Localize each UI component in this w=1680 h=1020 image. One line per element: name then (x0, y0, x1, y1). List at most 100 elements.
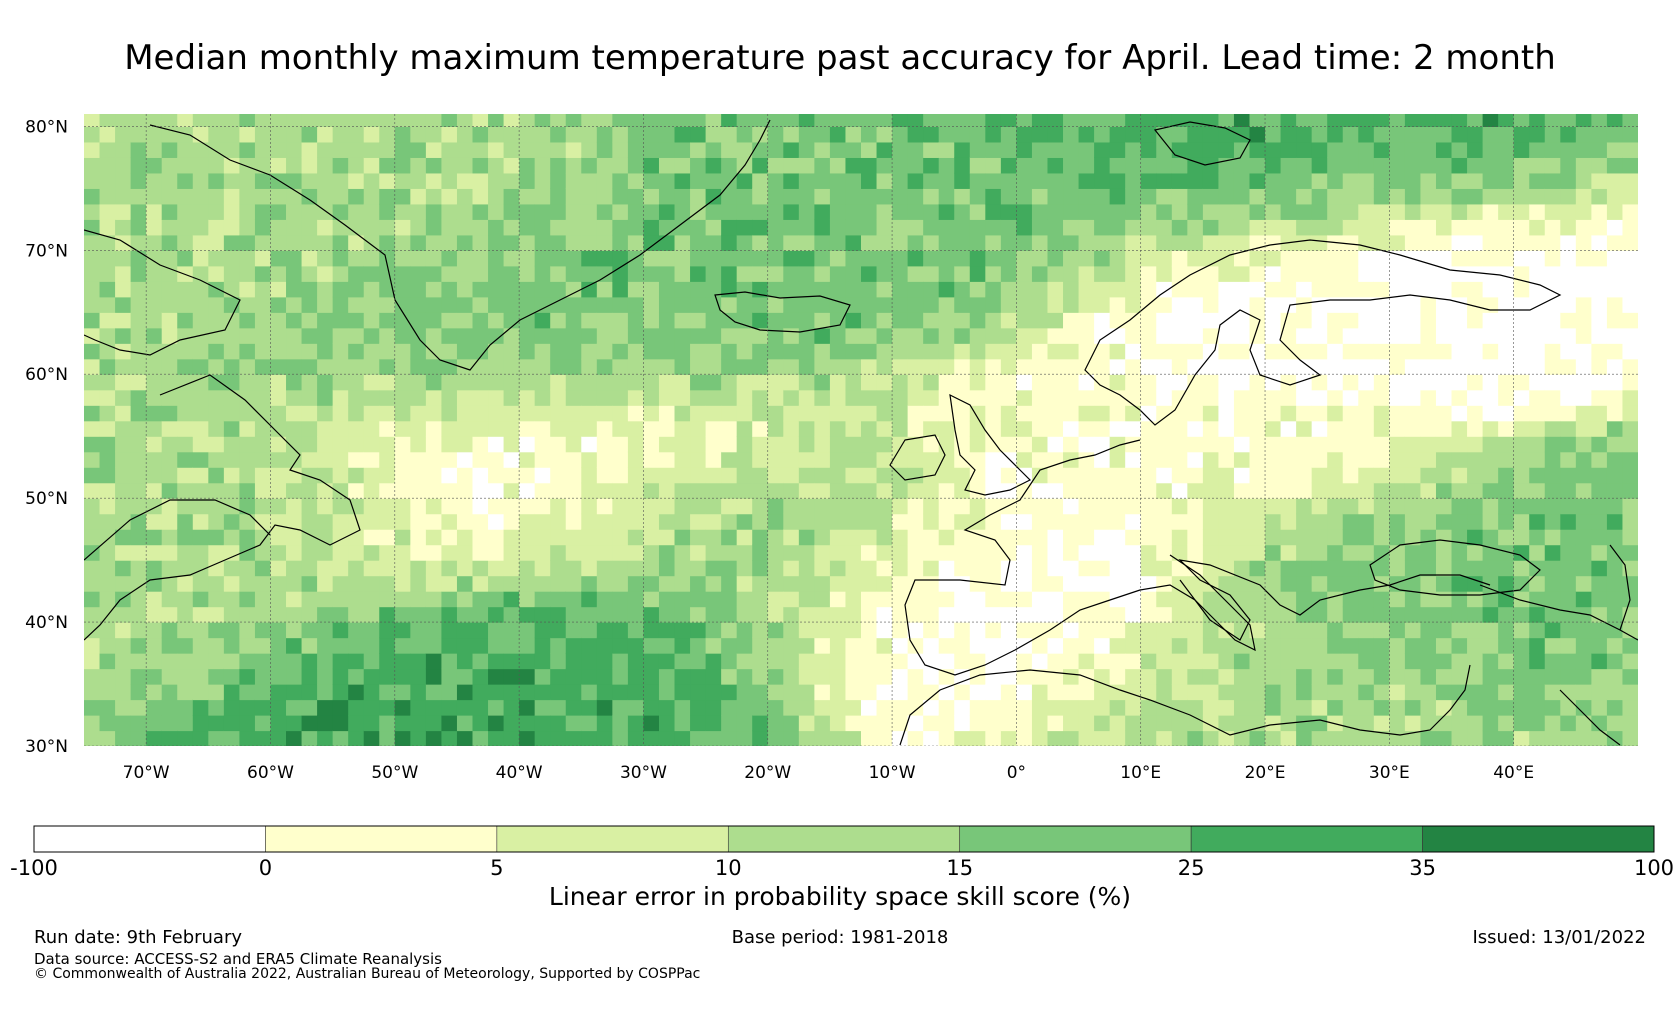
grid-cell (612, 281, 629, 298)
grid-cell (503, 653, 520, 670)
grid-cell (690, 606, 707, 623)
grid-cell (519, 560, 536, 577)
grid-cell (254, 684, 272, 701)
grid-cell (208, 684, 225, 701)
grid-cell (332, 606, 349, 623)
grid-cell (99, 668, 116, 685)
grid-cell (550, 420, 567, 437)
grid-cell (596, 358, 613, 375)
grid-cell (410, 203, 427, 220)
grid-cell (519, 591, 536, 608)
grid-cell (348, 219, 365, 236)
grid-cell (410, 482, 427, 499)
grid-cell (550, 172, 567, 189)
grid-cell (456, 575, 474, 592)
grid-cell (332, 405, 349, 422)
grid-cell (612, 358, 629, 375)
grid-cell (192, 358, 209, 375)
grid-cell (239, 653, 256, 670)
grid-cell (767, 219, 784, 236)
grid-cell (721, 482, 738, 499)
grid-cell (130, 114, 147, 127)
grid-cell (752, 420, 769, 437)
grid-cell (643, 622, 660, 639)
grid-cell (115, 653, 132, 670)
grid-cell (519, 498, 536, 515)
grid-cell (270, 544, 287, 561)
grid-cell (783, 250, 800, 267)
grid-cell (177, 606, 194, 623)
grid-cell (239, 684, 256, 701)
grid-cell (472, 529, 489, 546)
grid-cell (379, 653, 396, 670)
grid-cell (627, 358, 645, 375)
grid-cell (674, 281, 691, 298)
grid-cell (752, 715, 769, 732)
grid-cell (84, 575, 101, 592)
grid-cell (223, 203, 240, 220)
grid-cell (348, 575, 365, 592)
grid-cell (441, 498, 458, 515)
grid-cell (565, 312, 582, 329)
grid-cell (627, 637, 645, 654)
grid-cell (752, 653, 769, 670)
grid-cell (425, 374, 443, 391)
grid-cell (441, 343, 458, 360)
grid-cell (783, 575, 800, 592)
grid-cell (223, 405, 240, 422)
grid-cell (177, 172, 194, 189)
grid-cell (192, 436, 209, 453)
grid-cell (192, 203, 209, 220)
grid-cell (99, 114, 116, 127)
grid-cell (581, 637, 598, 654)
grid-cell (798, 715, 815, 732)
grid-cell (161, 358, 178, 375)
grid-cell (472, 265, 489, 282)
grid-cell (99, 653, 116, 670)
grid-cell (519, 157, 536, 174)
grid-cell (783, 560, 800, 577)
grid-cell (332, 513, 349, 530)
grid-cell (503, 157, 520, 174)
grid-cell (348, 482, 365, 499)
grid-cell (627, 157, 645, 174)
issued-date: Issued: 13/01/2022 (1472, 927, 1646, 948)
grid-cell (550, 637, 567, 654)
grid-cell (752, 513, 769, 530)
grid-cell (643, 374, 660, 391)
grid-cell (690, 420, 707, 437)
grid-cell (99, 389, 116, 406)
grid-cell (658, 699, 676, 716)
grid-cell (270, 420, 287, 437)
grid-cell (410, 684, 427, 701)
grid-cell (425, 312, 443, 329)
grid-cell (767, 498, 784, 515)
grid-cell (146, 188, 163, 205)
grid-cell (565, 591, 582, 608)
grid-cell (674, 606, 691, 623)
grid-cell (752, 327, 769, 344)
grid-cell (84, 529, 101, 546)
grid-cell (565, 420, 582, 437)
grid-cell (270, 668, 287, 685)
grid-cell (550, 684, 567, 701)
grid-cell (192, 141, 209, 158)
grid-cell (208, 114, 225, 127)
grid-cell (581, 358, 598, 375)
grid-cell (705, 389, 722, 406)
grid-cell (550, 482, 567, 499)
grid-cell (301, 606, 318, 623)
grid-cell (348, 699, 365, 716)
grid-cell (674, 730, 691, 746)
grid-cell (783, 281, 800, 298)
grid-cell (581, 436, 598, 453)
grid-cell (456, 296, 474, 313)
grid-cell (690, 172, 707, 189)
grid-cell (627, 606, 645, 623)
grid-cell (488, 312, 505, 329)
grid-cell (519, 622, 536, 639)
grid-cell (674, 219, 691, 236)
grid-cell (565, 234, 582, 251)
grid-cell (363, 374, 380, 391)
grid-cell (239, 374, 256, 391)
